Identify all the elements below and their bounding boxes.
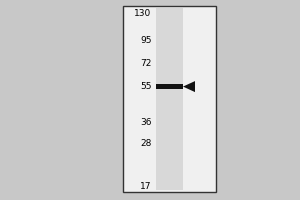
Polygon shape <box>183 81 195 92</box>
Bar <box>156 84 183 89</box>
Text: 55: 55 <box>140 82 152 91</box>
Bar <box>156 8 183 190</box>
Bar <box>123 6 216 192</box>
Text: 72: 72 <box>140 59 152 68</box>
Text: 95: 95 <box>140 36 152 45</box>
Text: 28: 28 <box>140 139 152 148</box>
Text: 17: 17 <box>140 182 152 191</box>
Text: 130: 130 <box>134 9 152 18</box>
Text: 36: 36 <box>140 118 152 127</box>
